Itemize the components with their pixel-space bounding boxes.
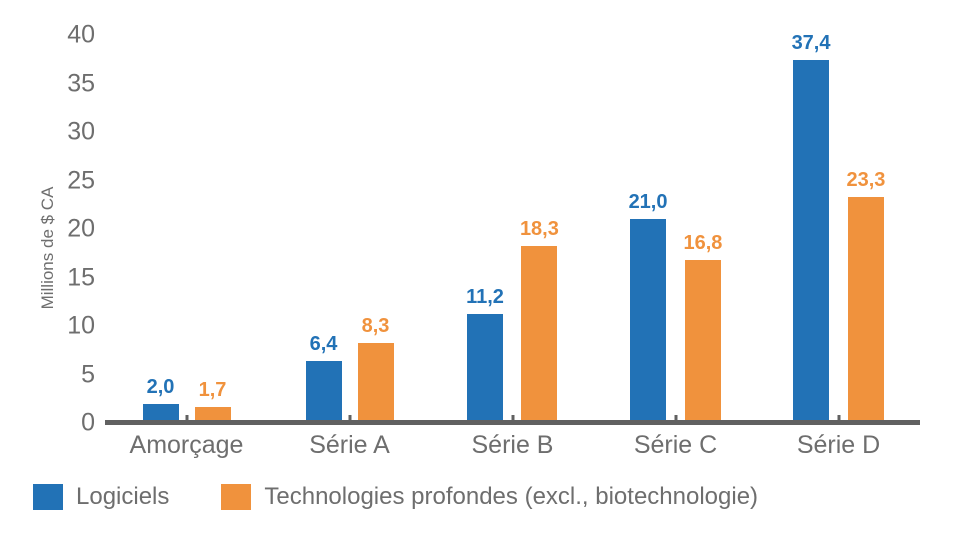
bar (521, 245, 558, 423)
legend-item: Technologies profondes (excl., biotechno… (221, 483, 758, 511)
bar-with-label: 18,3 (519, 217, 559, 423)
bar (630, 219, 667, 423)
bar-with-label: 11,2 (466, 286, 504, 423)
bar-value-label: 2,0 (146, 375, 175, 398)
y-tick-label: 40 (67, 20, 95, 49)
bar-group: 6,4 8,3 (268, 35, 431, 425)
bar-group: 21,0 16,8 (594, 35, 757, 425)
legend-label: Technologies profondes (excl., biotechno… (264, 483, 759, 510)
y-axis: 0 5 10 15 20 25 30 35 40 (0, 21, 95, 437)
bar-group: 11,2 18,3 (431, 35, 594, 425)
y-tick-label: 35 (67, 69, 95, 97)
bar (357, 342, 394, 423)
x-category-label: Série A (309, 431, 390, 459)
bar-value-label: 18,3 (519, 217, 559, 240)
y-tick-label: 30 (67, 117, 95, 146)
bar-with-label: 23,3 (846, 169, 886, 423)
bar (467, 314, 504, 423)
x-category-label: Série D (796, 431, 881, 459)
bar (142, 403, 179, 423)
legend-item: Logiciels (33, 483, 169, 511)
bar (847, 197, 884, 423)
bar-value-label: 11,2 (466, 286, 504, 309)
bar-value-label: 37,4 (791, 32, 831, 55)
y-tick-label: 25 (67, 166, 95, 194)
bar-value-label: 8,3 (361, 314, 390, 337)
bar-group: 37,4 23,3 (757, 32, 920, 425)
bar-value-label: 21,0 (628, 191, 668, 214)
y-tick-label: 5 (81, 360, 95, 388)
bar (793, 60, 830, 423)
bar (194, 406, 231, 423)
x-category-label: Série B (471, 431, 554, 459)
x-category-label: Série C (633, 431, 718, 459)
bar-with-label: 1,7 (194, 378, 231, 423)
y-tick-label: 0 (81, 408, 95, 437)
bar-value-label: 6,4 (309, 332, 338, 355)
legend-label: Logiciels (76, 483, 170, 510)
y-tick-label: 20 (67, 214, 95, 243)
bar-with-label: 16,8 (683, 232, 723, 423)
bar-value-label: 1,7 (198, 378, 227, 401)
bar (684, 260, 721, 423)
x-axis-line (105, 420, 920, 425)
bar-with-label: 8,3 (357, 314, 394, 423)
bar-with-label: 21,0 (629, 191, 668, 423)
x-category-label: Amorçage (129, 431, 244, 459)
legend: Logiciels Technologies profondes (excl., … (33, 483, 758, 511)
plot-area: 2,0 1,7 6,4 8,3 11,2 18,3 21,0 16,8 37,4 23,3 (105, 32, 920, 425)
legend-swatch (221, 484, 252, 510)
bar-group: 2,0 1,7 (105, 35, 268, 425)
bar-value-label: 16,8 (683, 232, 723, 255)
bar-value-label: 23,3 (846, 169, 886, 191)
bar-with-label: 37,4 (792, 32, 831, 423)
bar (305, 360, 342, 423)
bar-with-label: 2,0 (142, 375, 179, 423)
y-tick-label: 10 (67, 311, 95, 340)
bar-with-label: 6,4 (305, 332, 342, 423)
legend-swatch (33, 484, 63, 510)
y-tick-label: 15 (67, 263, 95, 291)
x-axis-labels: Amorçage Série A Série B Série C Série D (105, 431, 920, 460)
